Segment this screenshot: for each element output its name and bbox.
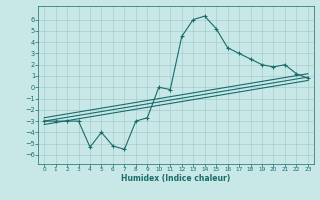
X-axis label: Humidex (Indice chaleur): Humidex (Indice chaleur) [121,174,231,183]
